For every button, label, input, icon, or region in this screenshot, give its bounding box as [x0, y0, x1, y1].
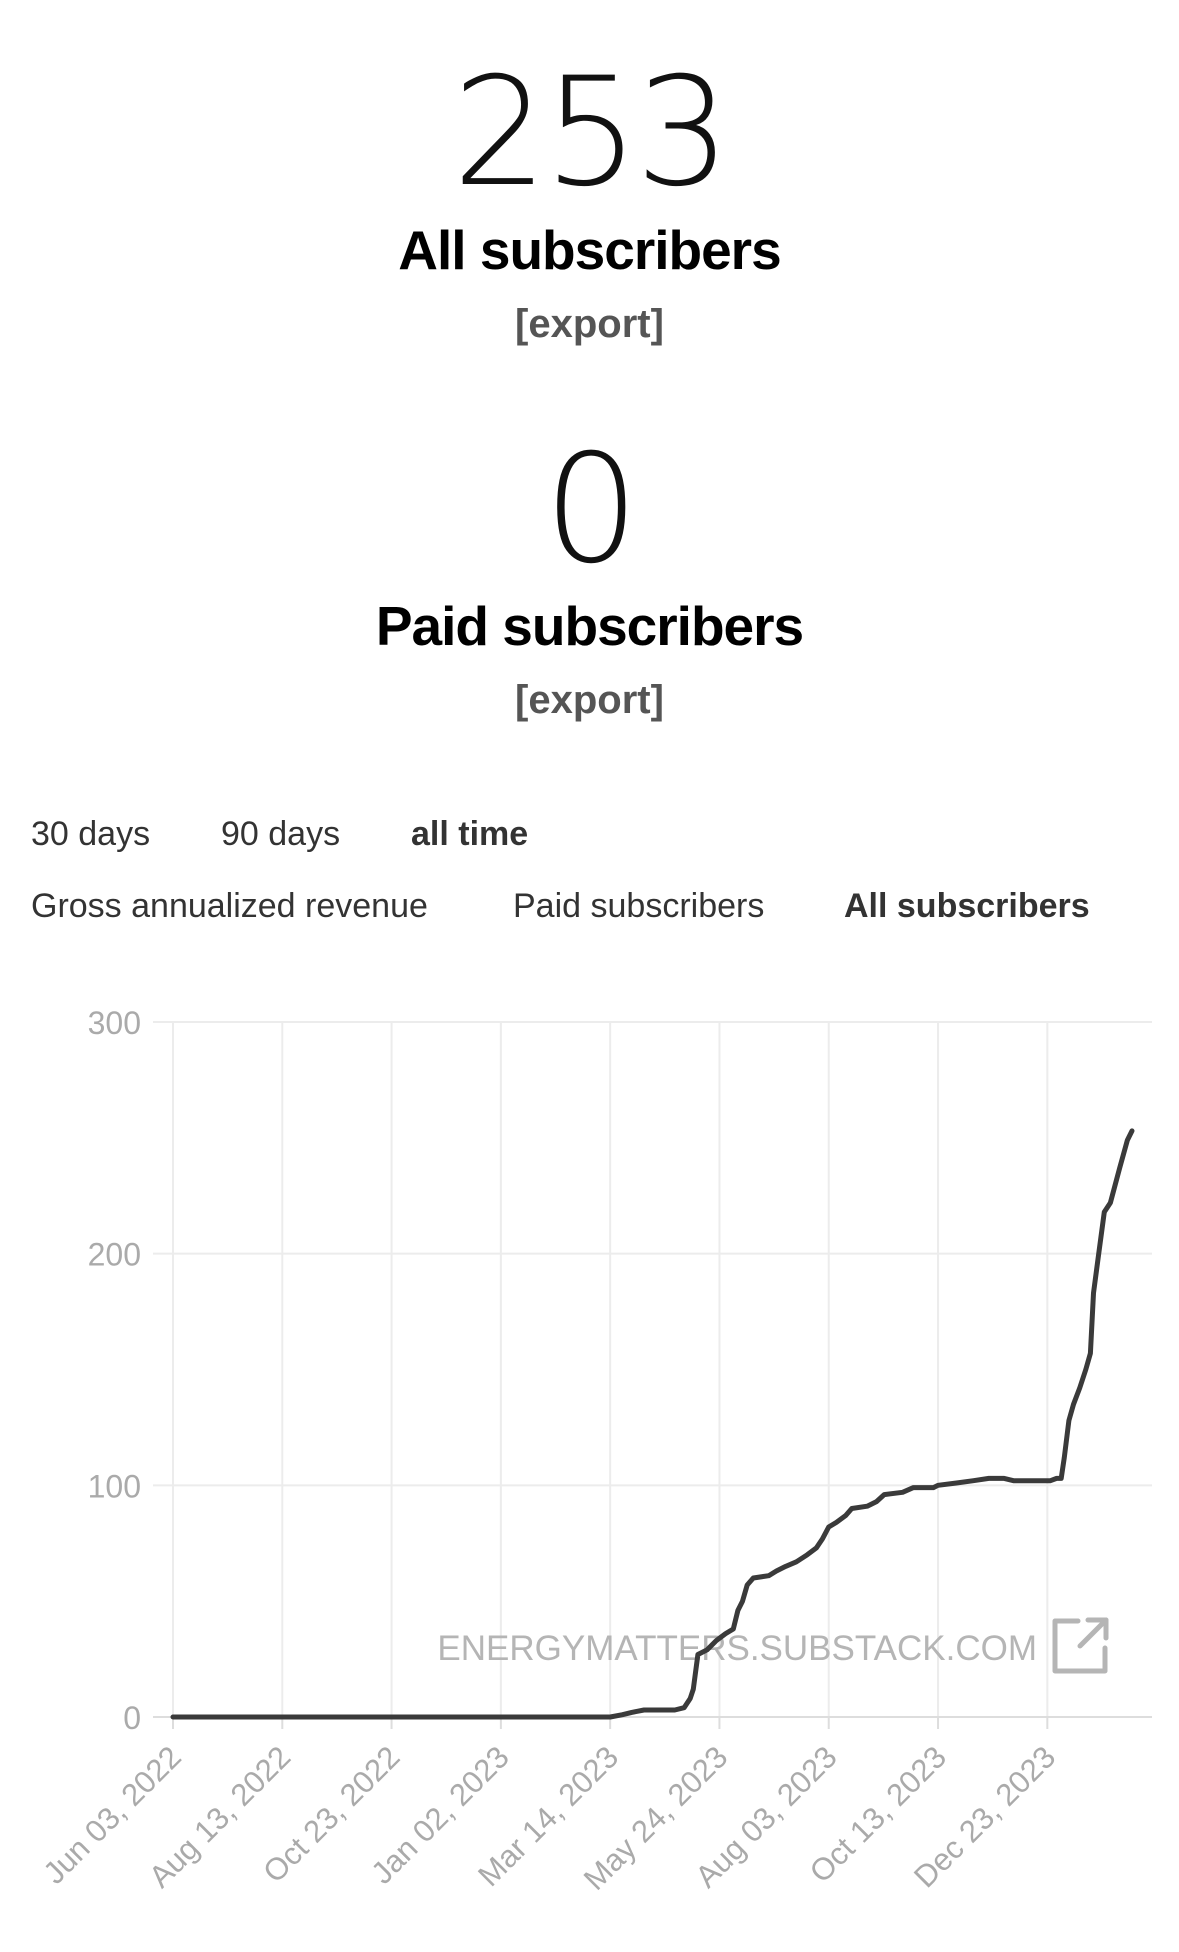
y-tick-label: 0	[123, 1700, 141, 1736]
paid-subscribers-count: 0	[543, 423, 639, 597]
external-link-icon[interactable]	[1052, 1617, 1109, 1674]
tab-all-subscribers[interactable]: All subscribers	[844, 887, 1090, 925]
y-tick-label: 100	[88, 1468, 141, 1504]
all-subscribers-count: 253	[452, 46, 730, 220]
tab-30-days[interactable]: 30 days	[31, 815, 151, 853]
paid-subscribers-label: Paid subscribers	[375, 595, 804, 657]
tab-paid-subscribers[interactable]: Paid subscribers	[513, 887, 765, 925]
y-tick-label: 200	[88, 1237, 141, 1273]
all-subscribers-line	[170, 1128, 1135, 1720]
y-tick-label: 300	[88, 1005, 141, 1041]
all-subscribers-label: All subscribers	[398, 219, 781, 281]
watermark-text: ENERGYMATTERS.SUBSTACK.COM	[437, 1629, 1037, 1668]
tab-90-days[interactable]: 90 days	[221, 815, 341, 853]
tab-all-time[interactable]: all time	[411, 815, 529, 853]
export-all-subscribers-link[interactable]: [export]	[515, 302, 664, 346]
export-paid-subscribers-link[interactable]: [export]	[515, 678, 664, 722]
tab-gross-annualized-revenue[interactable]: Gross annualized revenue	[31, 887, 428, 925]
